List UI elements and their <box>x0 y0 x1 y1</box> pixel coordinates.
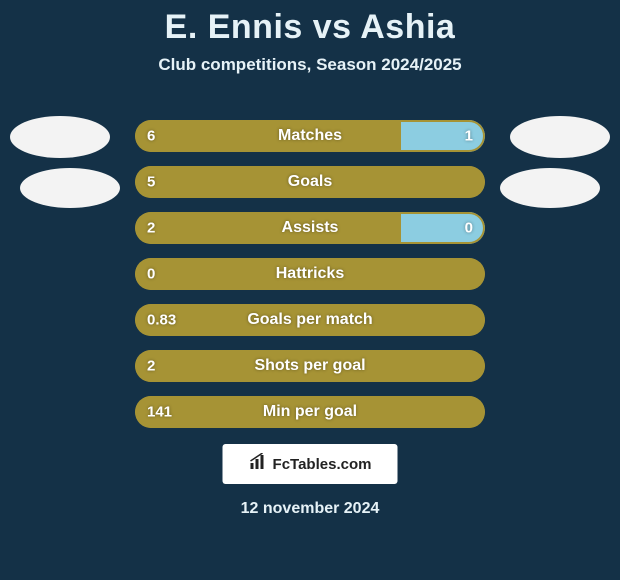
bar-segment-right <box>401 120 485 152</box>
logo-text: FcTables.com <box>273 456 372 473</box>
bar-row: 5Goals <box>135 166 485 198</box>
player-left-avatar-2 <box>20 168 120 208</box>
logo-box: FcTables.com <box>223 444 398 484</box>
bar-segment-left <box>135 212 401 244</box>
bar-segment-left <box>135 396 485 428</box>
player-left-avatar-1 <box>10 116 110 158</box>
bar-row: 20Assists <box>135 212 485 244</box>
page-title: E. Ennis vs Ashia <box>0 0 620 47</box>
bar-row: 61Matches <box>135 120 485 152</box>
bar-row: 0Hattricks <box>135 258 485 290</box>
bar-segment-left <box>135 258 485 290</box>
page-subtitle: Club competitions, Season 2024/2025 <box>0 55 620 75</box>
date-label: 12 november 2024 <box>0 500 620 518</box>
player-right-avatar-2 <box>500 168 600 208</box>
bar-segment-left <box>135 166 485 198</box>
bar-segment-left <box>135 120 401 152</box>
player-right-avatar-1 <box>510 116 610 158</box>
bar-segment-left <box>135 304 485 336</box>
bar-segment-right <box>401 212 485 244</box>
bar-row: 141Min per goal <box>135 396 485 428</box>
bar-row: 2Shots per goal <box>135 350 485 382</box>
chart-icon <box>249 453 269 476</box>
comparison-bars: 61Matches 5Goals 20Assists 0Hattricks 0.83Go… <box>135 120 485 442</box>
bar-segment-left <box>135 350 485 382</box>
bar-row: 0.83Goals per match <box>135 304 485 336</box>
